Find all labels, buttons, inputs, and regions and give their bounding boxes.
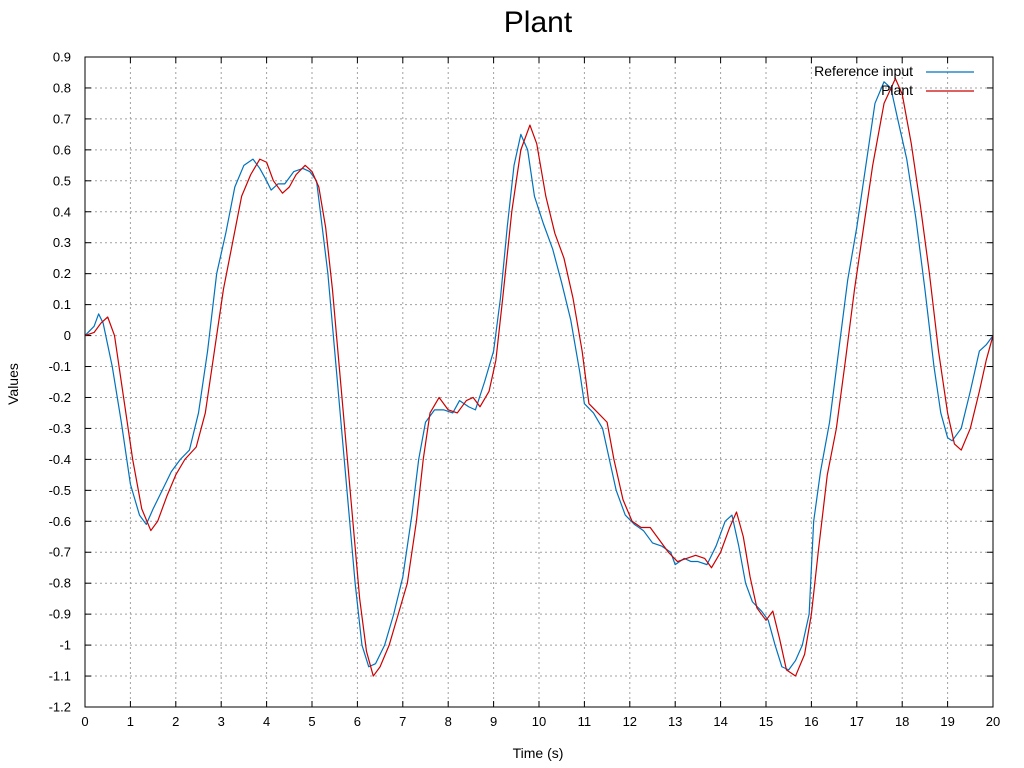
x-tick-label: 16 — [804, 714, 818, 729]
series-layer — [84, 78, 994, 677]
y-tick-label: -0.3 — [49, 421, 71, 436]
x-tick-label: 9 — [490, 714, 497, 729]
y-tick-label: -1.2 — [49, 700, 71, 715]
x-tick-label: 15 — [759, 714, 773, 729]
y-axis-label: Values — [5, 363, 21, 405]
y-tick-label: -0.7 — [49, 545, 71, 560]
x-tick-label: 12 — [623, 714, 637, 729]
x-tick-label: 14 — [713, 714, 727, 729]
axis-ticks: 0 1 2 3 4 5 6 7 8 9 10 11 12 13 14 15 16 17 18 19 200.90.80.… — [49, 50, 1001, 730]
x-tick-label: 10 — [532, 714, 546, 729]
y-tick-label: -1.1 — [49, 669, 71, 684]
y-tick-label: -0.1 — [49, 359, 71, 374]
x-tick-label: 2 — [172, 714, 179, 729]
x-tick-label: 19 — [940, 714, 954, 729]
x-tick-label: 13 — [668, 714, 682, 729]
y-tick-label: 0.9 — [53, 50, 71, 65]
x-tick-label: 8 — [445, 714, 452, 729]
y-tick-label: 0.3 — [53, 235, 71, 250]
y-tick-label: -0.6 — [49, 514, 71, 529]
plot-frame — [84, 56, 994, 708]
y-tick-label: 0 — [64, 328, 71, 343]
y-tick-label: 0.4 — [53, 204, 71, 219]
x-tick-label: 1 — [127, 714, 134, 729]
y-tick-label: -0.9 — [49, 607, 71, 622]
x-tick-label: 6 — [354, 714, 361, 729]
x-tick-label: 11 — [578, 714, 592, 729]
legend-label: Plant — [881, 82, 913, 98]
y-tick-label: 0.5 — [53, 173, 71, 188]
y-tick-label: 0.6 — [53, 142, 71, 157]
x-tick-label: 5 — [308, 714, 315, 729]
series-line-plant — [84, 78, 994, 677]
series-line-reference-input — [84, 81, 994, 671]
y-tick-label: -0.5 — [49, 483, 71, 498]
x-tick-label: 7 — [399, 714, 406, 729]
x-tick-label: 17 — [850, 714, 864, 729]
y-tick-label: -1 — [59, 638, 71, 653]
legend-label: Reference input — [814, 63, 913, 79]
y-tick-label: 0.7 — [53, 111, 71, 126]
chart-title: Plant — [504, 6, 573, 39]
x-tick-label: 3 — [218, 714, 225, 729]
y-tick-label: 0.8 — [53, 80, 71, 95]
y-tick-label: 0.1 — [53, 297, 71, 312]
y-tick-label: -0.8 — [49, 576, 71, 591]
x-tick-label: 4 — [263, 714, 270, 729]
y-tick-label: 0.2 — [53, 266, 71, 281]
x-tick-label: 20 — [986, 714, 1000, 729]
x-tick-label: 18 — [895, 714, 909, 729]
legend: Reference input Plant — [814, 63, 974, 98]
x-tick-label: 0 — [81, 714, 88, 729]
x-axis-label: Time (s) — [513, 745, 564, 761]
grid — [85, 57, 993, 707]
y-tick-label: -0.2 — [49, 390, 71, 405]
y-tick-label: -0.4 — [49, 452, 71, 467]
